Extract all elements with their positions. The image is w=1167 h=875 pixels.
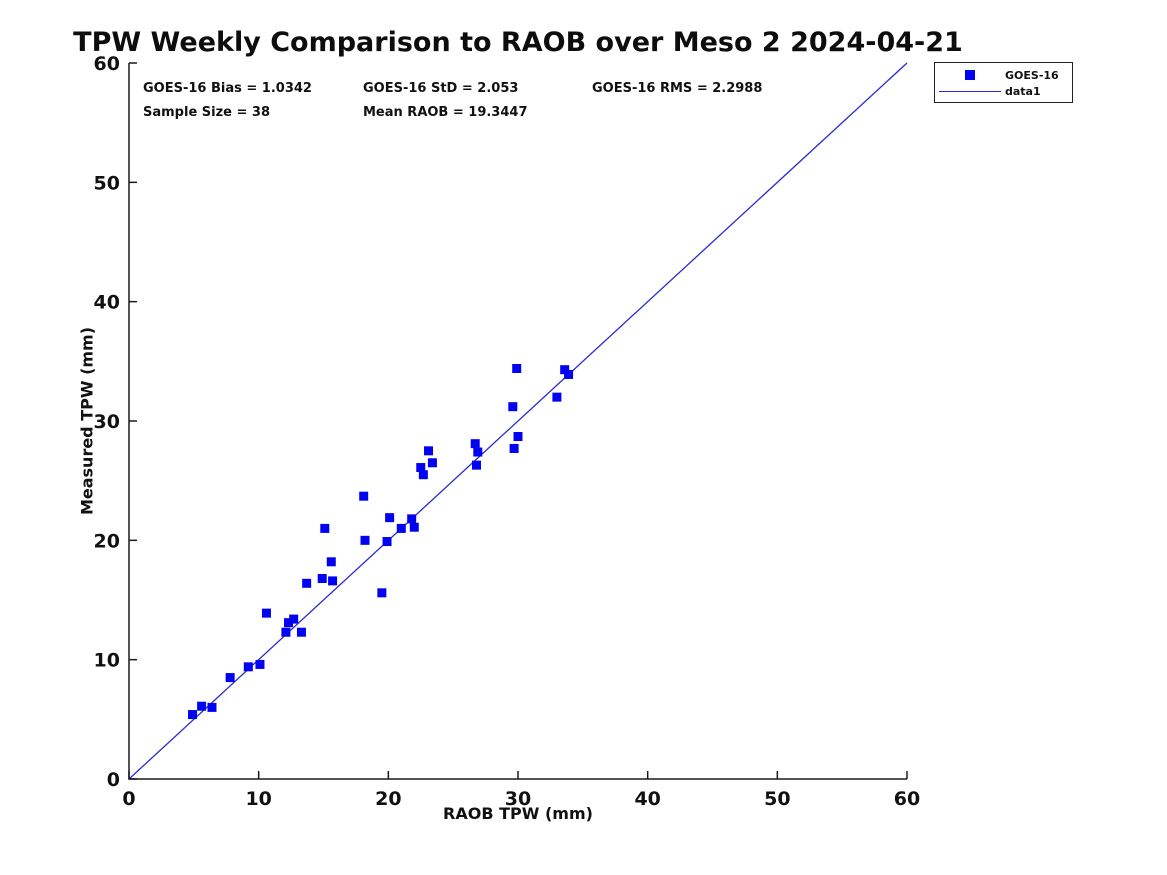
data-point-marker xyxy=(473,447,483,457)
stat-std: GOES-16 StD = 2.053 xyxy=(363,81,519,96)
data-point-marker xyxy=(382,537,392,547)
identity-line xyxy=(128,62,908,780)
x-tick-label: 20 xyxy=(375,788,401,810)
data-point-marker xyxy=(416,463,426,473)
data-point-marker xyxy=(317,574,327,584)
legend-swatch xyxy=(935,90,1005,92)
y-tick-label: 10 xyxy=(94,650,120,672)
data-point-marker xyxy=(470,439,480,449)
data-point-marker xyxy=(407,514,417,524)
stat-sample-size: Sample Size = 38 xyxy=(143,105,271,120)
data-point-marker xyxy=(320,523,330,533)
data-point-marker xyxy=(509,443,519,453)
data-point-marker xyxy=(418,470,428,480)
stat-rms: GOES-16 RMS = 2.2988 xyxy=(592,81,763,96)
x-tick-label: 0 xyxy=(122,788,135,810)
data-point-marker xyxy=(225,673,235,683)
data-point-marker xyxy=(243,662,253,672)
data-point-marker xyxy=(281,627,291,637)
stat-mean-raob: Mean RAOB = 19.3447 xyxy=(363,105,528,120)
x-tick-label: 60 xyxy=(894,788,920,810)
legend-item-goes16: GOES-16 xyxy=(935,68,1072,82)
axes xyxy=(128,62,908,780)
data-point-marker xyxy=(427,458,437,468)
data-point-marker xyxy=(197,701,207,711)
y-axis-label: Measured TPW (mm) xyxy=(77,326,97,516)
tick-labels: 0 10 20 30 40 50 60 0 10 20 30 40 50 60 xyxy=(94,53,921,810)
data-point-marker xyxy=(328,576,338,586)
data-point-marker xyxy=(359,491,369,501)
legend-item-data1: data1 xyxy=(935,84,1072,98)
legend-box: GOES-16 data1 xyxy=(934,62,1073,103)
y-tick-label: 60 xyxy=(94,53,120,75)
legend-marker-icon xyxy=(965,70,975,80)
x-tick-label: 30 xyxy=(505,788,531,810)
stat-bias: GOES-16 Bias = 1.0342 xyxy=(143,81,312,96)
x-tick-label: 50 xyxy=(764,788,790,810)
data-point-marker xyxy=(326,557,336,567)
data-point-marker xyxy=(261,608,271,618)
data-point-marker xyxy=(377,588,387,598)
data-point-marker xyxy=(560,365,570,375)
data-point-marker xyxy=(512,363,522,373)
x-tick-label: 40 xyxy=(634,788,660,810)
x-axis-label: RAOB TPW (mm) xyxy=(443,804,593,823)
y-tick-label: 40 xyxy=(94,292,120,314)
legend-item-label: GOES-16 xyxy=(1005,68,1059,82)
y-tick-label: 30 xyxy=(94,411,120,433)
scatter-series xyxy=(188,363,574,720)
data-point-marker xyxy=(188,710,198,720)
data-point-marker xyxy=(513,432,523,442)
legend-item-label: data1 xyxy=(1005,84,1041,98)
data-point-marker xyxy=(360,535,370,545)
data-point-marker xyxy=(409,522,419,532)
legend-line-icon xyxy=(939,90,1001,92)
y-tick-label: 20 xyxy=(94,530,120,552)
data-point-marker xyxy=(302,578,312,588)
y-tick-label: 50 xyxy=(94,172,120,194)
data-point-marker xyxy=(289,614,299,624)
data-point-marker xyxy=(508,402,518,412)
data-point-marker xyxy=(283,618,293,628)
chart-title: TPW Weekly Comparison to RAOB over Meso … xyxy=(73,27,963,58)
data-point-marker xyxy=(564,369,574,379)
legend-swatch xyxy=(935,70,1005,80)
data-point-marker xyxy=(207,702,217,712)
data-point-marker xyxy=(472,460,482,470)
y-tick-label: 0 xyxy=(107,769,120,791)
data-point-marker xyxy=(296,627,306,637)
data-point-marker xyxy=(424,446,434,456)
data-point-marker xyxy=(396,523,406,533)
x-tick-label: 10 xyxy=(245,788,271,810)
data-point-marker xyxy=(552,392,562,402)
data-point-marker xyxy=(255,659,265,669)
data-point-marker xyxy=(385,513,395,523)
